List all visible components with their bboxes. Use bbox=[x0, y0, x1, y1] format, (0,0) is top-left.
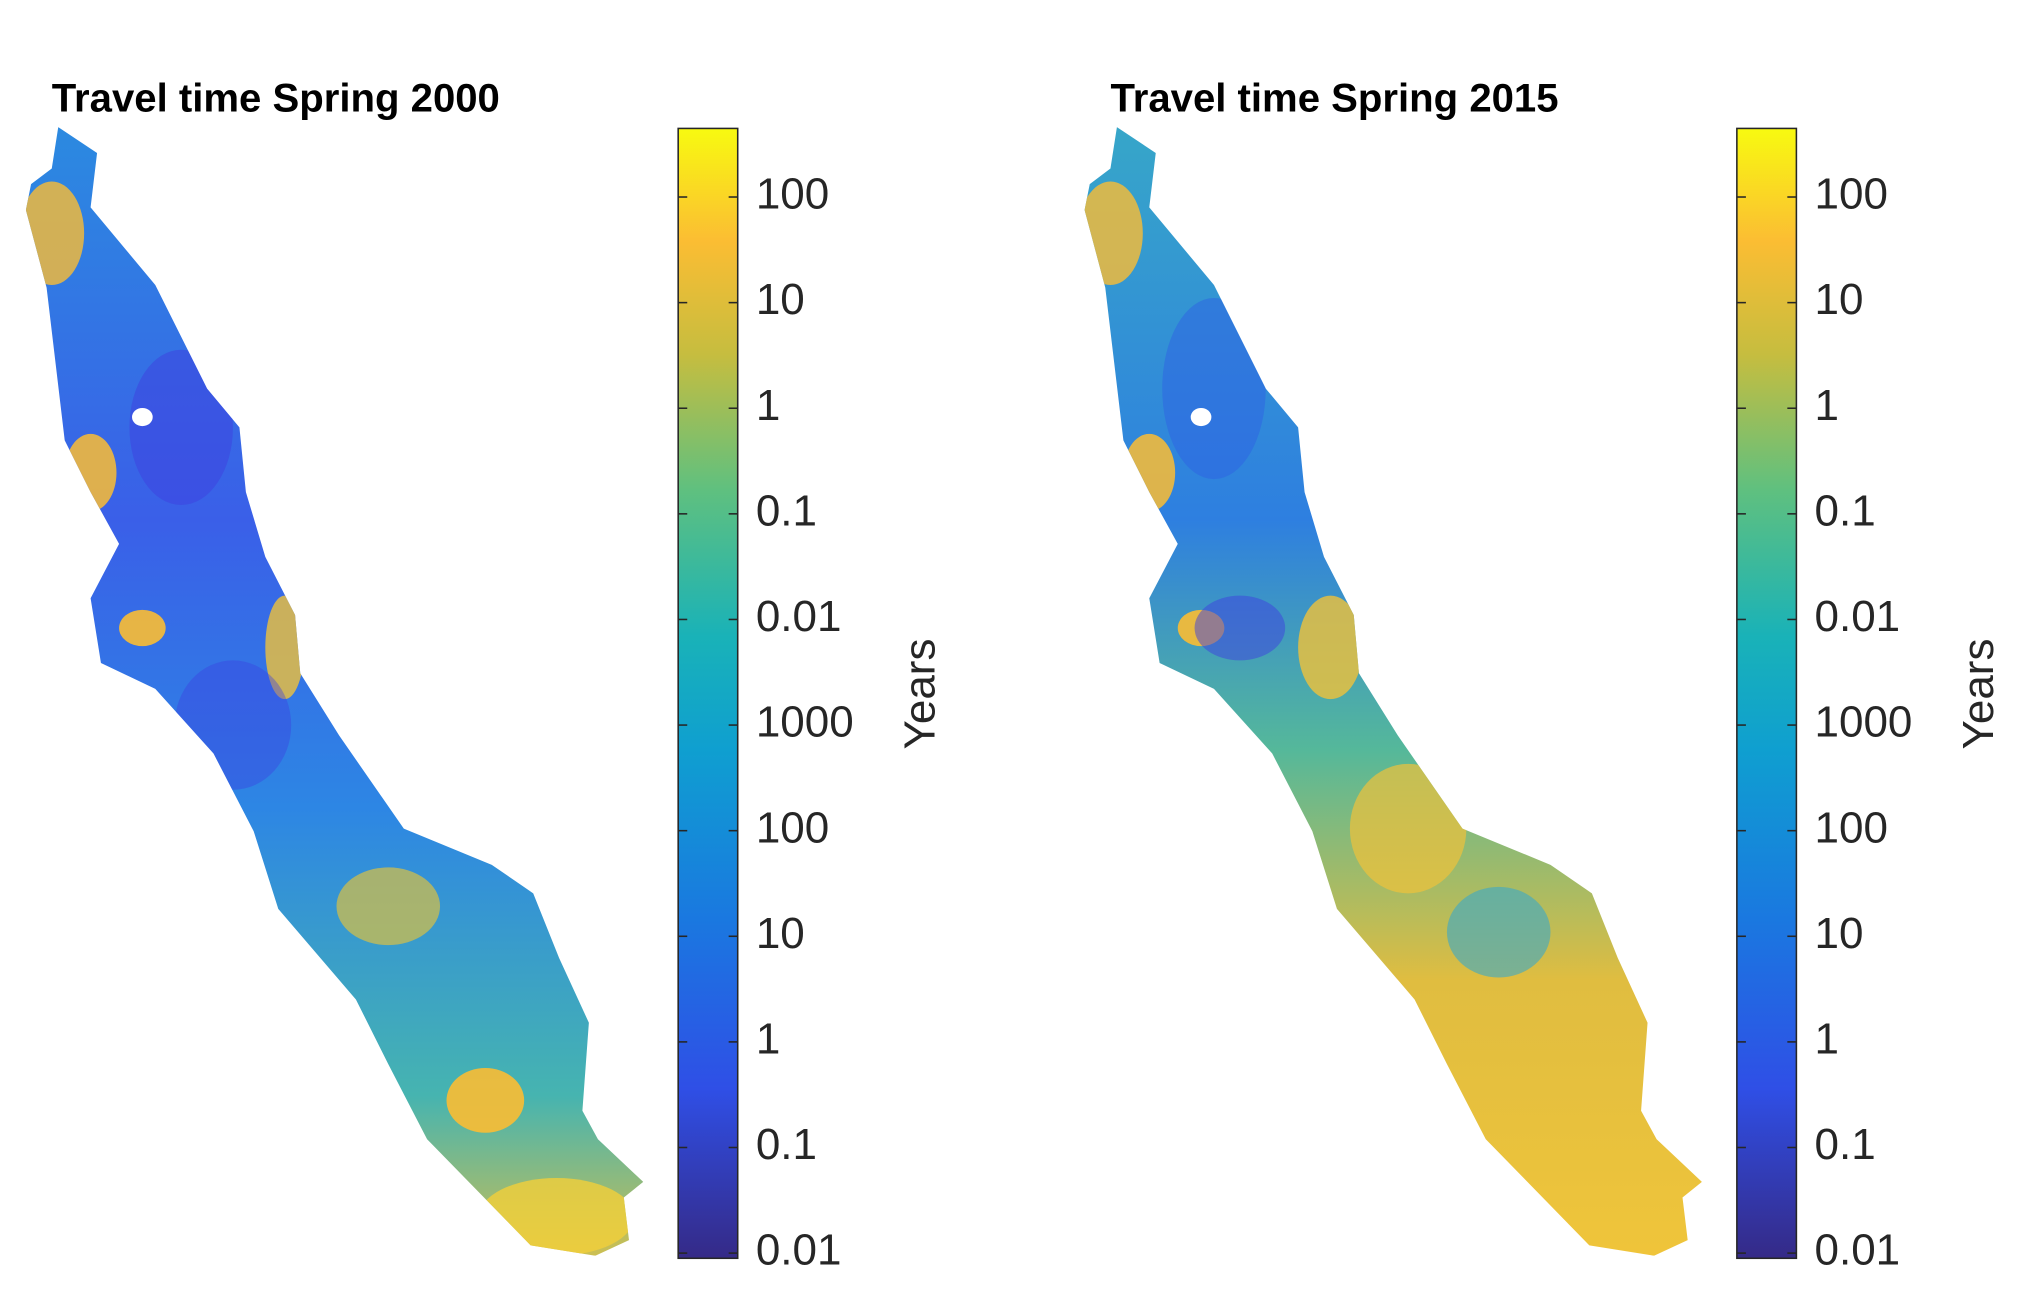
colorbar bbox=[677, 127, 739, 1260]
map-panel-1 bbox=[25, 127, 644, 1256]
map-patch bbox=[119, 609, 166, 647]
map-patch bbox=[1162, 297, 1266, 480]
colorbar-tick-label: 1000 bbox=[1815, 698, 1913, 747]
map-patch bbox=[1194, 595, 1286, 661]
map-patch bbox=[1298, 595, 1363, 700]
colorbar-tick-label: 0.01 bbox=[756, 592, 842, 641]
colorbar-tick-label: 0.1 bbox=[1815, 486, 1876, 535]
map-patch bbox=[174, 660, 292, 790]
map-patch bbox=[446, 1068, 525, 1133]
colorbar-tick-label: 100 bbox=[756, 170, 829, 219]
colorbar-tick-label: 100 bbox=[1815, 170, 1888, 219]
colorbar-tick-label: 0.1 bbox=[1815, 1120, 1876, 1169]
panel-title: Travel time Spring 2000 bbox=[52, 76, 500, 121]
panel-title: Travel time Spring 2015 bbox=[1110, 76, 1558, 121]
colorbar-tick-label: 1 bbox=[1815, 381, 1839, 430]
map-patch bbox=[265, 595, 305, 700]
map-patch bbox=[1446, 886, 1551, 978]
map-patch bbox=[1123, 433, 1176, 512]
colorbar-tick-label: 0.01 bbox=[1815, 1226, 1901, 1275]
colorbar-tick-label: 100 bbox=[1815, 803, 1888, 852]
map-hole bbox=[1190, 407, 1212, 427]
map-patch bbox=[64, 433, 117, 512]
colorbar-tick-label: 10 bbox=[1815, 275, 1864, 324]
map-fill bbox=[1084, 127, 1702, 1256]
map-patch bbox=[25, 181, 85, 286]
map-patch bbox=[129, 349, 233, 506]
colorbar-tick-label: 1000 bbox=[756, 698, 854, 747]
colorbar-label: Years bbox=[1954, 639, 2003, 750]
colorbar-tick-label: 10 bbox=[1815, 909, 1864, 958]
colorbar-tick-label: 1 bbox=[756, 1015, 780, 1064]
colorbar-tick-label: 10 bbox=[756, 909, 805, 958]
colorbar-tick-label: 10 bbox=[756, 275, 805, 324]
map-patch bbox=[478, 1178, 635, 1256]
colorbar-tick-label: 0.1 bbox=[756, 486, 817, 535]
colorbar-tick-label: 0.01 bbox=[756, 1226, 842, 1275]
map-patch bbox=[1349, 763, 1467, 894]
colorbar bbox=[1736, 127, 1798, 1260]
colorbar-tick-label: 1 bbox=[1815, 1015, 1839, 1064]
colorbar-tick-label: 0.01 bbox=[1815, 592, 1901, 641]
colorbar-tick-label: 100 bbox=[756, 803, 829, 852]
panel: Travel time Spring 20150.010.11101001000… bbox=[1110, 76, 2003, 1275]
map-patch bbox=[1084, 181, 1143, 286]
panel: Travel time Spring 20000.010.11101001000… bbox=[52, 76, 945, 1275]
map-patch bbox=[336, 867, 441, 946]
colorbar-label: Years bbox=[895, 639, 944, 750]
colorbar-tick-label: 0.1 bbox=[756, 1120, 817, 1169]
map-hole bbox=[132, 407, 153, 427]
map-fill bbox=[25, 127, 644, 1256]
map-panel-2 bbox=[1084, 127, 1702, 1256]
colorbar-tick-label: 1 bbox=[756, 381, 780, 430]
